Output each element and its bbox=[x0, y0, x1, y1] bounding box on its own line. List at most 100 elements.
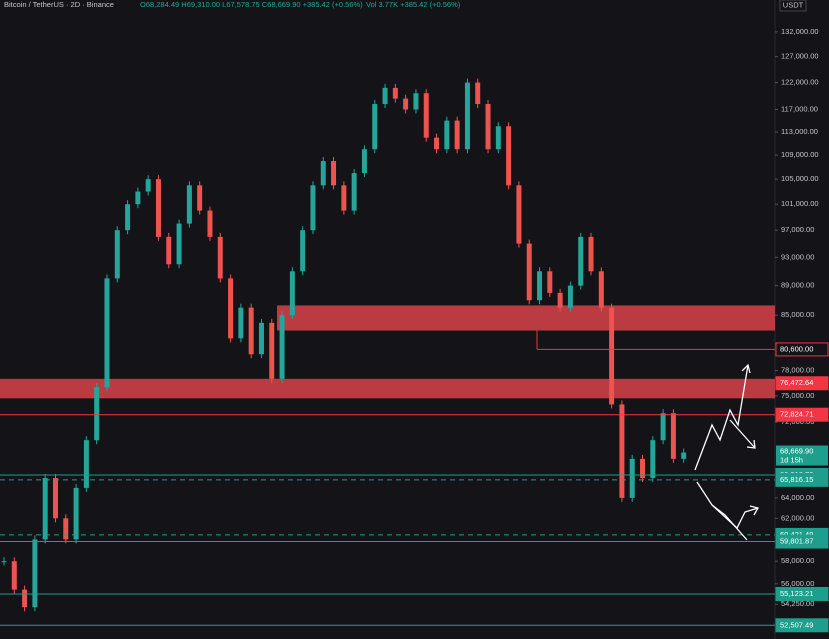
symbol: Bitcoin / TetherUS · 2D · Binance bbox=[4, 0, 114, 9]
candle bbox=[444, 120, 450, 150]
y-tick-label: 97,000.00 bbox=[781, 225, 814, 234]
level-label: 76,472.64 bbox=[780, 378, 813, 387]
candle bbox=[454, 120, 460, 150]
resistance-zone bbox=[277, 305, 775, 331]
level-label: 80,600.00 bbox=[780, 344, 813, 353]
candle bbox=[94, 387, 100, 441]
candle bbox=[52, 478, 58, 519]
level-label-box bbox=[775, 407, 829, 422]
candle bbox=[22, 589, 28, 608]
last-price-box bbox=[776, 445, 828, 466]
level-label: 60,421.49 bbox=[780, 530, 813, 539]
last-price-label: 68,669.90 bbox=[780, 447, 813, 456]
volume: Vol 3.77K +385.42 (+0.56%) bbox=[366, 0, 461, 9]
candle bbox=[526, 243, 532, 301]
level-label: 52,507.49 bbox=[780, 620, 813, 629]
candle bbox=[135, 191, 141, 205]
candle bbox=[258, 322, 264, 355]
candle bbox=[557, 292, 563, 308]
candle bbox=[392, 87, 398, 99]
candle bbox=[681, 452, 687, 459]
ohlc: O68,284.49 H69,310.00 L67,578.75 C68,669… bbox=[140, 0, 363, 9]
y-tick-label: 93,000.00 bbox=[781, 252, 814, 261]
y-tick-label: 127,000.00 bbox=[781, 52, 819, 61]
candle bbox=[341, 185, 347, 211]
candle bbox=[475, 82, 481, 105]
level-label-box bbox=[775, 472, 829, 487]
y-tick-label: 58,000.00 bbox=[781, 556, 814, 565]
arrow-head bbox=[746, 439, 756, 449]
y-tick-label: 117,000.00 bbox=[781, 105, 818, 114]
y-tick-label: 105,000.00 bbox=[781, 174, 819, 183]
y-tick-label: 62,000.00 bbox=[781, 513, 814, 522]
candle bbox=[11, 561, 17, 590]
candle bbox=[423, 93, 429, 138]
level-label: 59,801.87 bbox=[780, 537, 813, 546]
candle bbox=[609, 307, 615, 405]
candle bbox=[32, 539, 38, 608]
candle bbox=[207, 210, 213, 237]
level-label-box bbox=[775, 534, 829, 549]
level-label-box bbox=[775, 342, 829, 357]
currency: USDT bbox=[783, 0, 804, 9]
candle bbox=[83, 440, 89, 488]
arrow-low-branch bbox=[711, 504, 748, 541]
candle bbox=[403, 98, 409, 110]
candle bbox=[73, 487, 79, 540]
candle bbox=[197, 185, 203, 211]
level-label: 65,816.15 bbox=[780, 475, 813, 484]
y-tick-label: 54,250.00 bbox=[781, 599, 814, 608]
level-label-box bbox=[775, 376, 829, 391]
y-tick-label: 85,000.00 bbox=[781, 310, 814, 319]
candle bbox=[300, 230, 306, 272]
candle bbox=[361, 149, 367, 174]
y-tick-label: 64,000.00 bbox=[781, 493, 814, 502]
arrow-down-path bbox=[729, 419, 756, 449]
candle bbox=[238, 307, 244, 339]
candle bbox=[228, 278, 234, 339]
candle bbox=[629, 458, 635, 498]
y-tick-label: 132,000.00 bbox=[781, 27, 819, 36]
candle bbox=[104, 278, 110, 388]
candle bbox=[145, 179, 151, 192]
countdown: 1d 15h bbox=[780, 456, 803, 465]
y-tick-label: 122,000.00 bbox=[781, 78, 819, 87]
candle bbox=[248, 307, 254, 355]
candle bbox=[42, 478, 48, 540]
candle bbox=[485, 104, 491, 150]
candle bbox=[310, 185, 316, 231]
candle bbox=[650, 440, 656, 479]
candle bbox=[382, 87, 388, 105]
candle bbox=[434, 137, 440, 150]
candle bbox=[640, 458, 646, 479]
candle bbox=[598, 271, 604, 308]
candle bbox=[186, 185, 192, 224]
candle bbox=[537, 271, 543, 301]
candle bbox=[289, 271, 295, 316]
arrow-up-path bbox=[694, 364, 749, 471]
y-tick-label: 101,000.00 bbox=[781, 199, 819, 208]
candle bbox=[588, 236, 594, 272]
candle bbox=[114, 230, 120, 279]
candle bbox=[372, 104, 378, 150]
candle bbox=[619, 404, 625, 498]
candle bbox=[320, 161, 326, 186]
candle bbox=[155, 179, 161, 237]
candle bbox=[166, 236, 172, 265]
resistance-zone bbox=[0, 378, 775, 399]
candle bbox=[331, 161, 337, 186]
projection-arrows bbox=[694, 363, 759, 541]
candle bbox=[567, 285, 573, 308]
candle bbox=[506, 126, 512, 186]
arrow-head bbox=[741, 363, 751, 374]
candle bbox=[1, 561, 7, 563]
candle bbox=[413, 93, 419, 110]
y-tick-label: 78,000.00 bbox=[781, 366, 814, 375]
candle bbox=[578, 236, 584, 286]
candle bbox=[279, 315, 285, 379]
currency-box bbox=[779, 0, 807, 12]
candle bbox=[351, 173, 357, 211]
candle bbox=[176, 223, 182, 265]
